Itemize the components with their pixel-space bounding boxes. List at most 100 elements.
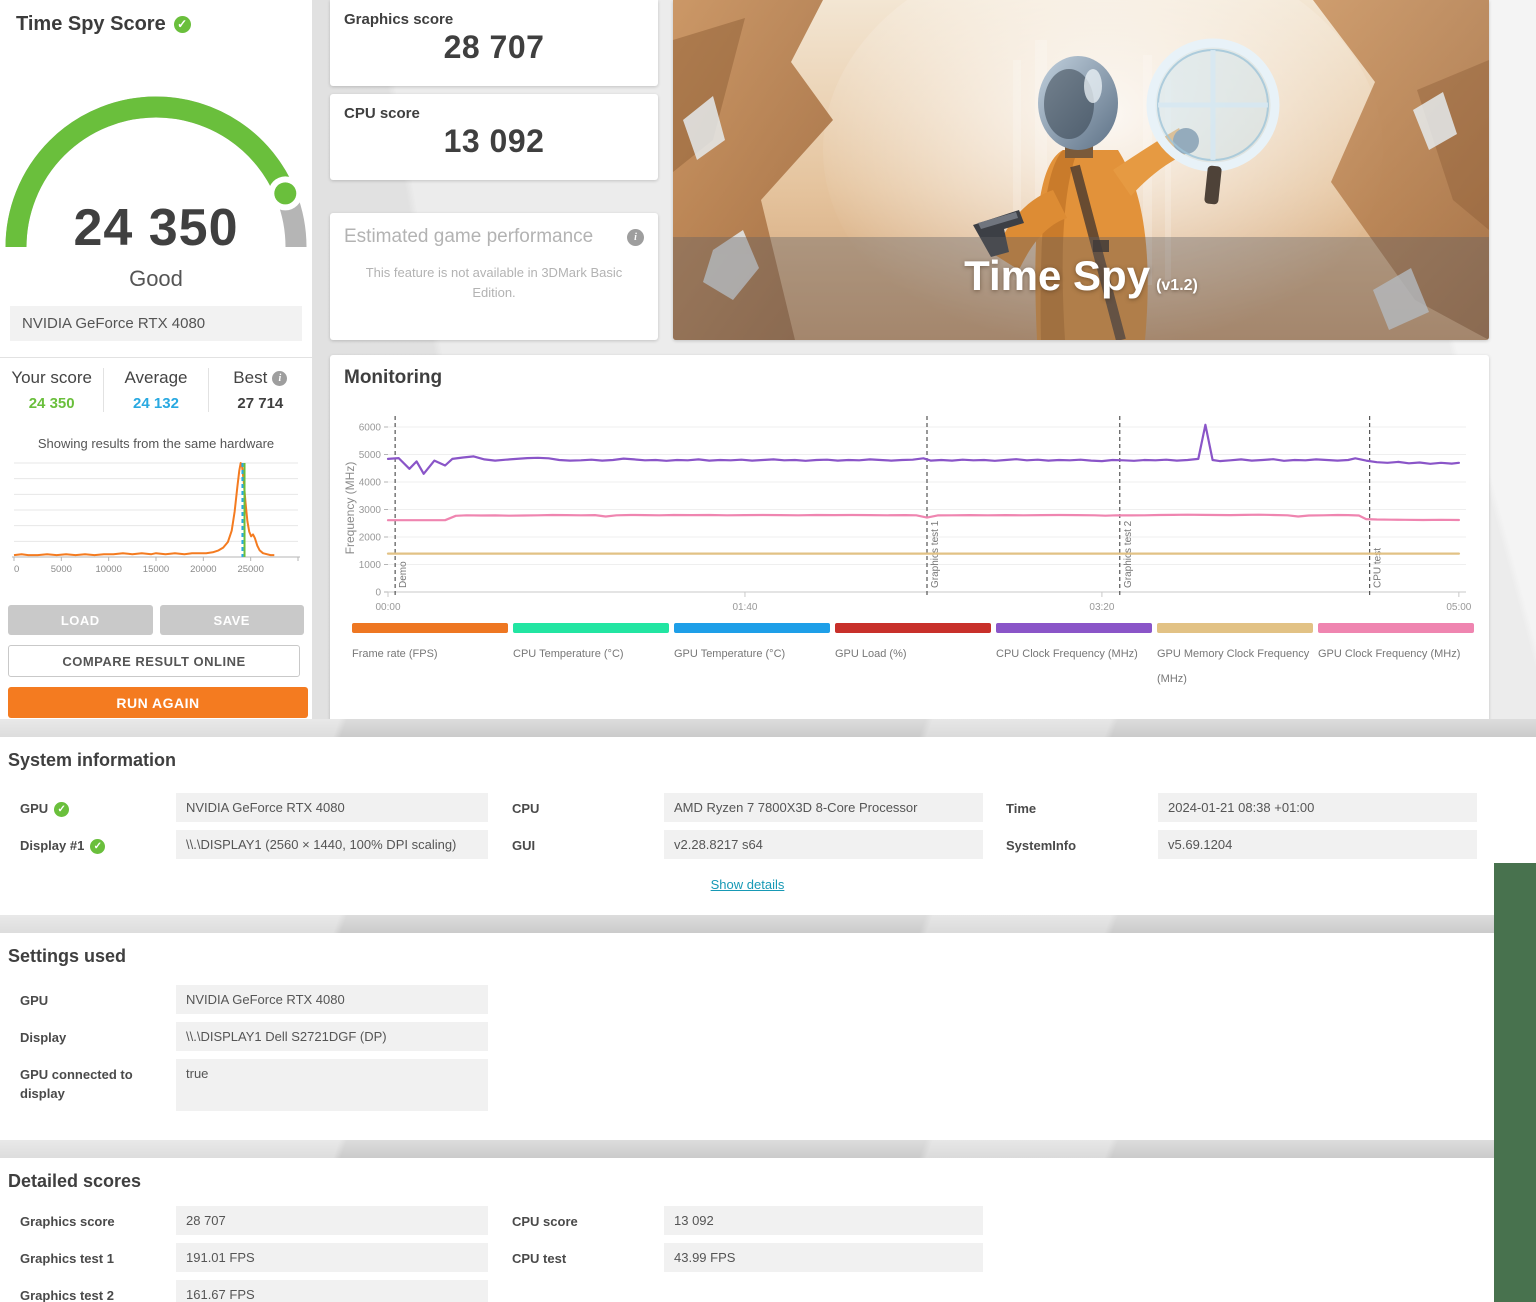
sysinfo-row-cpu: CPU AMD Ryzen 7 7800X3D 8-Core Processor	[512, 793, 983, 822]
display-check-icon: ✓	[90, 838, 106, 854]
cpu-value: AMD Ryzen 7 7800X3D 8-Core Processor	[664, 793, 983, 822]
detailed-graphics-test-2: 161.67 FPS	[176, 1280, 488, 1302]
overall-score: 24 350	[73, 199, 239, 257]
section-divider	[0, 1140, 1536, 1158]
legend-label: GPU Load (%)	[835, 648, 907, 660]
svg-text:4000: 4000	[359, 478, 382, 489]
settings-used-section: Settings used GPU NVIDIA GeForce RTX 408…	[0, 933, 1536, 1140]
average-value: 24 132	[133, 395, 179, 412]
gpu-name-box: NVIDIA GeForce RTX 4080	[10, 306, 302, 341]
settings-gpu-connected-value: true	[176, 1059, 488, 1111]
section-divider	[0, 915, 1536, 933]
detailed-scores-section: Detailed scores Graphics score 28 707 Gr…	[0, 1158, 1536, 1302]
valid-check-icon: ✓	[173, 16, 191, 33]
graphics-score-label: Graphics score	[344, 11, 454, 28]
histogram-caption: Showing results from the same hardware	[37, 436, 275, 451]
gpu-check-icon: ✓	[54, 801, 70, 817]
legend-swatch	[835, 623, 991, 633]
score-panel-header: Time Spy Score ✓	[0, 0, 312, 36]
systeminfo-value: v5.69.1204	[1158, 830, 1477, 859]
time-value: 2024-01-21 08:38 +01:00	[1158, 793, 1477, 822]
settings-row-display: Display \\.\DISPLAY1 Dell S2721DGF (DP)	[20, 1022, 488, 1051]
detailed-col-1: Graphics score 28 707 Graphics test 1 19…	[20, 1206, 488, 1302]
legend-label: Frame rate (FPS)	[352, 648, 438, 660]
hero-image: Time Spy (v1.2)	[673, 0, 1489, 340]
legend-label: GPU Memory Clock Frequency (MHz)	[1157, 648, 1310, 686]
estimated-info-icon[interactable]: i	[627, 228, 644, 246]
monitoring-title: Monitoring	[344, 367, 443, 388]
monitoring-legend: Frame rate (FPS) CPU Temperature (°C) GPU …	[352, 623, 1484, 693]
svg-text:CPU test: CPU test	[1373, 548, 1384, 588]
system-information-section: System information GPU ✓ NVIDIA GeForce R…	[0, 737, 1536, 915]
sysinfo-col-3: Time 2024-01-21 08:38 +01:00 SystemInfo …	[1006, 793, 1477, 867]
graphics-score-value: 28 707	[443, 29, 545, 65]
load-button[interactable]: LOAD	[8, 605, 153, 635]
svg-text:6000: 6000	[359, 423, 382, 434]
display1-value: \\.\DISPLAY1 (2560 × 1440, 100% DPI scal…	[176, 830, 488, 859]
ad-banner[interactable]	[1494, 863, 1536, 1302]
detailed-cpu-score: 13 092	[664, 1206, 983, 1235]
benchmark-version: (v1.2)	[1156, 277, 1198, 294]
legend-label: CPU Clock Frequency (MHz)	[996, 648, 1138, 660]
system-information-heading: System information	[8, 750, 177, 770]
sysinfo-row-display1: Display #1 ✓ \\.\DISPLAY1 (2560 × 1440, 1…	[20, 830, 488, 859]
settings-col: GPU NVIDIA GeForce RTX 4080 Display \\.\…	[20, 985, 488, 1119]
section-divider	[0, 719, 1536, 737]
legend-item: CPU Temperature (°C)	[513, 623, 669, 693]
detailed-row-graphics-test-1: Graphics test 1 191.01 FPS	[20, 1243, 488, 1272]
run-again-button[interactable]: RUN AGAIN	[8, 687, 308, 718]
legend-swatch	[1157, 623, 1313, 633]
svg-text:5000: 5000	[359, 450, 382, 461]
best-info-icon[interactable]: i	[272, 370, 288, 386]
show-details-link[interactable]: Show details	[710, 877, 785, 892]
svg-text:Demo: Demo	[398, 561, 409, 588]
svg-text:03:20: 03:20	[1089, 602, 1114, 613]
hero-figure	[973, 38, 1280, 340]
detailed-row-graphics-test-2: Graphics test 2 161.67 FPS	[20, 1280, 488, 1302]
compare-result-online-button[interactable]: COMPARE RESULT ONLINE	[8, 645, 300, 677]
gpu-value: NVIDIA GeForce RTX 4080	[176, 793, 488, 822]
legend-label: GPU Temperature (°C)	[674, 648, 786, 660]
detailed-row-cpu-test: CPU test 43.99 FPS	[512, 1243, 983, 1272]
settings-row-gpu-connected: GPU connected to display true	[20, 1059, 488, 1111]
gauge-knob-inner	[274, 182, 297, 205]
svg-text:2000: 2000	[359, 533, 382, 544]
score-panel: Time Spy Score ✓ 24 350 Good NVIDIA GeFo…	[0, 0, 312, 719]
sysinfo-row-time: Time 2024-01-21 08:38 +01:00	[1006, 793, 1477, 822]
score-stats-row: Your score 24 350 Average 24 132 Best i …	[0, 357, 312, 418]
svg-text:5000: 5000	[51, 564, 72, 575]
sysinfo-col-2: CPU AMD Ryzen 7 7800X3D 8-Core Processor…	[512, 793, 983, 892]
svg-text:0: 0	[375, 588, 381, 599]
svg-text:10000: 10000	[95, 564, 121, 575]
detailed-graphics-test-1: 191.01 FPS	[176, 1243, 488, 1272]
settings-row-gpu: GPU NVIDIA GeForce RTX 4080	[20, 985, 488, 1014]
score-gauge: 24 350	[0, 42, 312, 260]
legend-swatch	[674, 623, 830, 633]
svg-text:00:00: 00:00	[375, 602, 400, 613]
svg-text:1000: 1000	[359, 560, 382, 571]
benchmark-title: Time Spy	[964, 252, 1151, 299]
monitoring-chart: 0 1000 2000 3000 4000 5000 6000 00:00 01:40 03:20…	[359, 416, 1472, 613]
cpu-score-label: CPU score	[344, 105, 420, 122]
legend-item: GPU Memory Clock Frequency (MHz)	[1157, 623, 1313, 693]
cpu-score-card: CPU score 13 092	[330, 94, 658, 180]
save-button[interactable]: SAVE	[159, 605, 304, 635]
legend-item: GPU Load (%)	[835, 623, 991, 693]
top-area: Time Spy Score ✓ 24 350 Good NVIDIA GeFo…	[0, 0, 1536, 719]
monitoring-card: Monitoring Frequency (MHz) 0 1000 2000 3000…	[330, 355, 1489, 725]
stat-best: Best i 27 714	[207, 368, 312, 412]
graphics-score-card: Graphics score 28 707	[330, 0, 658, 86]
score-rating: Good	[129, 266, 183, 291]
detailed-cpu-test: 43.99 FPS	[664, 1243, 983, 1272]
cpu-score-value: 13 092	[443, 123, 545, 159]
results-histogram-chart: 0 5000 10000 15000 20000 25000	[12, 462, 300, 575]
detailed-row-graphics-score: Graphics score 28 707	[20, 1206, 488, 1235]
legend-swatch	[513, 623, 669, 633]
svg-text:05:00: 05:00	[1446, 602, 1471, 613]
svg-text:01:40: 01:40	[732, 602, 757, 613]
detailed-col-2: CPU score 13 092 CPU test 43.99 FPS	[512, 1206, 983, 1280]
estimated-body: This feature is not available in 3DMark …	[365, 265, 623, 300]
settings-used-heading: Settings used	[8, 946, 127, 966]
sysinfo-row-systeminfo: SystemInfo v5.69.1204	[1006, 830, 1477, 859]
